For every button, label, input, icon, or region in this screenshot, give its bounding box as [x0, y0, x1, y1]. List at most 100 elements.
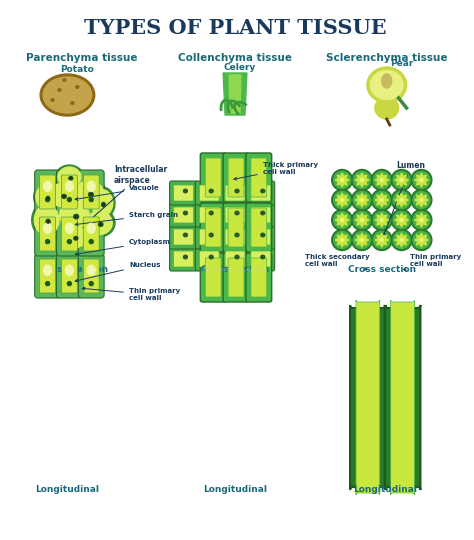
- Polygon shape: [355, 173, 369, 187]
- Ellipse shape: [360, 219, 364, 221]
- Polygon shape: [414, 213, 428, 227]
- Ellipse shape: [75, 180, 103, 205]
- FancyBboxPatch shape: [195, 203, 223, 227]
- Ellipse shape: [99, 222, 103, 226]
- Ellipse shape: [65, 224, 73, 233]
- Ellipse shape: [354, 212, 370, 228]
- Ellipse shape: [382, 74, 392, 88]
- Polygon shape: [229, 75, 241, 113]
- Ellipse shape: [411, 230, 432, 251]
- Ellipse shape: [58, 89, 61, 91]
- Ellipse shape: [86, 212, 112, 234]
- Ellipse shape: [40, 74, 95, 116]
- Polygon shape: [355, 233, 369, 247]
- Polygon shape: [414, 233, 428, 247]
- Ellipse shape: [400, 179, 403, 181]
- Ellipse shape: [209, 211, 213, 215]
- Ellipse shape: [55, 165, 83, 189]
- FancyBboxPatch shape: [56, 170, 82, 214]
- Polygon shape: [375, 193, 389, 207]
- FancyBboxPatch shape: [40, 175, 55, 209]
- Ellipse shape: [367, 67, 407, 103]
- FancyBboxPatch shape: [199, 251, 219, 267]
- Ellipse shape: [371, 210, 392, 231]
- Ellipse shape: [74, 237, 78, 240]
- Ellipse shape: [60, 202, 89, 228]
- Polygon shape: [335, 193, 349, 207]
- Ellipse shape: [354, 172, 370, 188]
- FancyBboxPatch shape: [228, 158, 244, 197]
- Ellipse shape: [102, 204, 104, 206]
- Text: Thick secondary
cell wall: Thick secondary cell wall: [305, 253, 370, 270]
- Ellipse shape: [46, 281, 50, 286]
- Ellipse shape: [334, 172, 351, 188]
- Text: Potato: Potato: [61, 65, 94, 75]
- Ellipse shape: [261, 189, 265, 193]
- Ellipse shape: [393, 192, 410, 208]
- Ellipse shape: [32, 202, 62, 238]
- FancyBboxPatch shape: [251, 207, 271, 223]
- Ellipse shape: [46, 197, 50, 200]
- Ellipse shape: [65, 265, 73, 275]
- FancyBboxPatch shape: [56, 212, 82, 256]
- FancyBboxPatch shape: [40, 217, 55, 251]
- Ellipse shape: [411, 170, 432, 191]
- Text: Cross section: Cross section: [348, 266, 416, 274]
- FancyBboxPatch shape: [56, 254, 82, 298]
- Ellipse shape: [360, 179, 364, 181]
- Polygon shape: [395, 233, 409, 247]
- FancyBboxPatch shape: [205, 258, 221, 297]
- Ellipse shape: [209, 255, 213, 259]
- Ellipse shape: [89, 187, 115, 219]
- Polygon shape: [414, 173, 428, 187]
- Ellipse shape: [49, 184, 75, 206]
- Ellipse shape: [43, 77, 92, 113]
- FancyBboxPatch shape: [223, 253, 249, 302]
- Ellipse shape: [371, 190, 392, 211]
- Polygon shape: [355, 193, 369, 207]
- Ellipse shape: [47, 220, 49, 223]
- FancyBboxPatch shape: [62, 259, 77, 293]
- Ellipse shape: [183, 211, 187, 215]
- Ellipse shape: [332, 190, 353, 211]
- Ellipse shape: [261, 233, 265, 237]
- Text: Cross section: Cross section: [201, 266, 269, 274]
- Text: Thin primary
cell wall: Thin primary cell wall: [82, 287, 180, 301]
- Ellipse shape: [58, 167, 81, 187]
- FancyBboxPatch shape: [356, 300, 380, 495]
- FancyBboxPatch shape: [201, 153, 226, 202]
- Ellipse shape: [352, 210, 373, 231]
- Ellipse shape: [391, 230, 412, 251]
- FancyBboxPatch shape: [78, 170, 104, 214]
- FancyBboxPatch shape: [223, 203, 249, 252]
- FancyBboxPatch shape: [170, 203, 197, 227]
- Ellipse shape: [34, 182, 60, 212]
- Text: Starch grain: Starch grain: [75, 212, 178, 226]
- Text: Longitudinal: Longitudinal: [353, 485, 417, 495]
- Ellipse shape: [183, 255, 187, 259]
- Ellipse shape: [375, 97, 399, 119]
- Ellipse shape: [34, 205, 59, 235]
- Ellipse shape: [341, 239, 344, 241]
- Ellipse shape: [90, 193, 92, 195]
- FancyBboxPatch shape: [225, 229, 245, 245]
- Ellipse shape: [360, 239, 364, 241]
- Polygon shape: [375, 173, 389, 187]
- Ellipse shape: [67, 281, 72, 286]
- Text: Longitudinal: Longitudinal: [36, 485, 100, 495]
- Ellipse shape: [67, 198, 72, 201]
- FancyBboxPatch shape: [201, 253, 226, 302]
- Ellipse shape: [91, 190, 113, 216]
- FancyBboxPatch shape: [247, 225, 274, 249]
- Polygon shape: [355, 213, 369, 227]
- FancyBboxPatch shape: [221, 225, 249, 249]
- FancyBboxPatch shape: [199, 229, 219, 245]
- Ellipse shape: [391, 210, 412, 231]
- FancyBboxPatch shape: [83, 175, 99, 209]
- Ellipse shape: [46, 219, 50, 224]
- Polygon shape: [335, 233, 349, 247]
- FancyBboxPatch shape: [228, 208, 244, 247]
- Ellipse shape: [371, 230, 392, 251]
- Ellipse shape: [101, 202, 105, 207]
- Ellipse shape: [183, 189, 187, 193]
